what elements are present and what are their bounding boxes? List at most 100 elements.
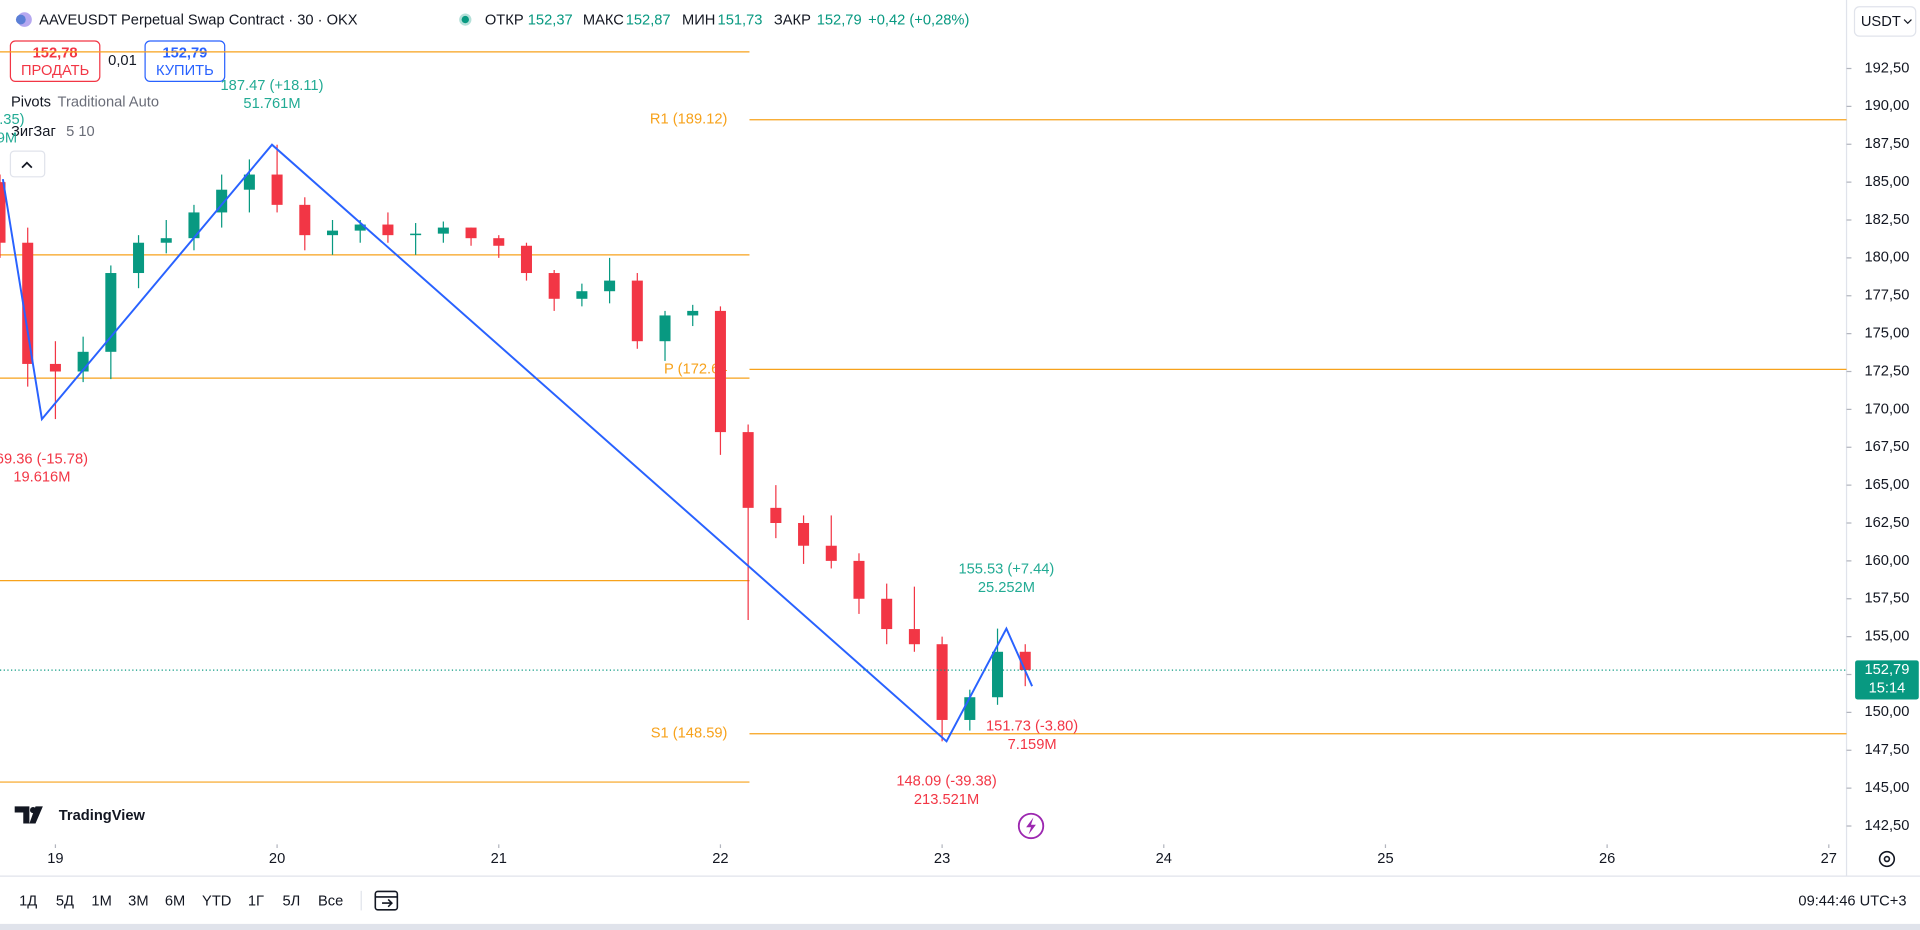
y-tick-label: 182,50 bbox=[1864, 212, 1909, 228]
y-tick-label: 150,00 bbox=[1864, 704, 1909, 720]
y-tick-label: 157,50 bbox=[1864, 591, 1909, 607]
y-tick-label: 170,00 bbox=[1864, 401, 1909, 417]
indicator-name: ЗигЗаг bbox=[11, 124, 56, 140]
y-tick-label: 185,00 bbox=[1864, 174, 1909, 190]
ohlc-value: 151,73 bbox=[718, 13, 763, 29]
candle-body bbox=[188, 212, 200, 239]
clock: 09:44:46 UTC+3 bbox=[1798, 894, 1906, 910]
countdown-label: 15:14 bbox=[1869, 680, 1906, 696]
collapse-icon bbox=[21, 161, 33, 169]
x-tick-label: 26 bbox=[1599, 851, 1615, 867]
range-button[interactable]: 1Г bbox=[248, 894, 264, 910]
events-icon bbox=[1026, 817, 1036, 835]
date-range-button[interactable] bbox=[374, 890, 399, 911]
last-price-box bbox=[1855, 660, 1919, 700]
pivot-label: S1 (148.59) bbox=[651, 726, 728, 742]
range-button[interactable]: 1Д bbox=[19, 894, 37, 910]
currency-button[interactable] bbox=[1853, 6, 1917, 37]
brand-icon bbox=[30, 807, 37, 814]
candle-body bbox=[687, 310, 699, 316]
pivot-label: R1 (189.12) bbox=[650, 112, 728, 128]
range-button[interactable]: 5Л bbox=[283, 894, 301, 910]
candle-body bbox=[908, 629, 920, 645]
zigzag-volume-label: 213.521M bbox=[914, 792, 979, 808]
candle-body bbox=[520, 245, 532, 274]
zigzag-line bbox=[1, 143, 1034, 743]
ohlc-label: МАКС bbox=[583, 13, 624, 29]
zigzag-price-label: 148.09 (-39.38) bbox=[896, 774, 996, 790]
candle-body bbox=[133, 242, 145, 274]
candle-body bbox=[243, 174, 255, 190]
candle-body bbox=[271, 174, 283, 205]
y-tick-label: 165,00 bbox=[1864, 477, 1909, 493]
x-tick-label: 22 bbox=[712, 851, 728, 867]
currency: USDT bbox=[1861, 14, 1901, 30]
range-button[interactable]: 6М bbox=[165, 894, 185, 910]
range-button[interactable]: YTD bbox=[202, 894, 231, 910]
candle-body bbox=[105, 273, 117, 352]
x-tick-label: 24 bbox=[1156, 851, 1172, 867]
zigzag-price-label: 69.36 (-15.78) bbox=[0, 451, 88, 467]
symbol-logo bbox=[15, 14, 26, 25]
range-button[interactable]: Все bbox=[318, 894, 343, 910]
candle-body bbox=[326, 230, 339, 236]
candle-body bbox=[604, 280, 616, 292]
candle-body bbox=[0, 182, 6, 243]
settings-button[interactable] bbox=[1878, 850, 1896, 868]
candle-body bbox=[437, 227, 449, 234]
candle-body bbox=[770, 507, 782, 524]
buy-button[interactable] bbox=[144, 40, 226, 82]
candle-body bbox=[964, 697, 976, 720]
candle-body bbox=[77, 351, 89, 372]
y-tick-label: 162,50 bbox=[1864, 515, 1909, 531]
sell-price: 152,78 bbox=[33, 46, 78, 62]
zigzag-price-label: 155.53 (+7.44) bbox=[958, 562, 1054, 578]
market-status bbox=[461, 15, 469, 24]
candle-body bbox=[576, 291, 588, 299]
dropdown-icon bbox=[1903, 19, 1912, 25]
symbol-title: AAVEUSDT Perpetual Swap Contract · 30 · … bbox=[39, 13, 358, 29]
ohlc-label: ЗАКР bbox=[774, 13, 811, 29]
zigzag-volume-label: 19M bbox=[0, 131, 17, 147]
sell-button[interactable] bbox=[9, 40, 101, 82]
range-button[interactable]: 3М bbox=[128, 894, 148, 910]
candle-body bbox=[22, 242, 34, 364]
x-tick-label: 20 bbox=[269, 851, 285, 867]
candle-body bbox=[798, 523, 810, 546]
x-tick-label: 23 bbox=[934, 851, 950, 867]
candle-body bbox=[742, 432, 754, 508]
ohlc-value: 152,79 bbox=[817, 13, 862, 29]
buy-label: КУПИТЬ bbox=[156, 63, 214, 79]
spread: 0,01 bbox=[108, 53, 137, 69]
candle-body bbox=[410, 233, 422, 236]
y-tick-label: 142,50 bbox=[1864, 818, 1909, 834]
candle-body bbox=[354, 224, 366, 231]
candle-body bbox=[160, 238, 172, 243]
y-tick-label: 175,00 bbox=[1864, 326, 1909, 342]
candle-body bbox=[825, 545, 837, 561]
candle-body bbox=[936, 644, 948, 720]
zigzag-price-label: 151.73 (-3.80) bbox=[986, 718, 1078, 734]
y-tick-label: 190,00 bbox=[1864, 98, 1909, 114]
y-tick-label: 180,00 bbox=[1864, 250, 1909, 266]
indicator-params: 5 10 bbox=[66, 124, 95, 140]
zigzag-price-label: (-9.35) bbox=[0, 112, 24, 128]
zigzag-price-label: 187.47 (+18.11) bbox=[221, 78, 324, 94]
pivot-label: P (172.64 bbox=[664, 361, 727, 377]
range-button[interactable]: 5Д bbox=[56, 894, 74, 910]
calendar-icon bbox=[382, 898, 393, 908]
candle-body bbox=[299, 204, 311, 236]
y-tick-label: 155,00 bbox=[1864, 629, 1909, 645]
candle-body bbox=[1019, 651, 1031, 671]
candle-body bbox=[881, 598, 893, 630]
candle-body bbox=[631, 280, 643, 342]
x-tick-label: 19 bbox=[47, 851, 63, 867]
candle-body bbox=[382, 224, 394, 236]
y-tick-label: 172,50 bbox=[1864, 363, 1909, 379]
candle-body bbox=[714, 310, 726, 433]
range-button[interactable]: 1М bbox=[91, 894, 111, 910]
ohlc-value: 152,37 bbox=[528, 13, 573, 29]
bottom-band bbox=[0, 923, 1920, 930]
y-tick-label: 192,50 bbox=[1864, 60, 1909, 76]
